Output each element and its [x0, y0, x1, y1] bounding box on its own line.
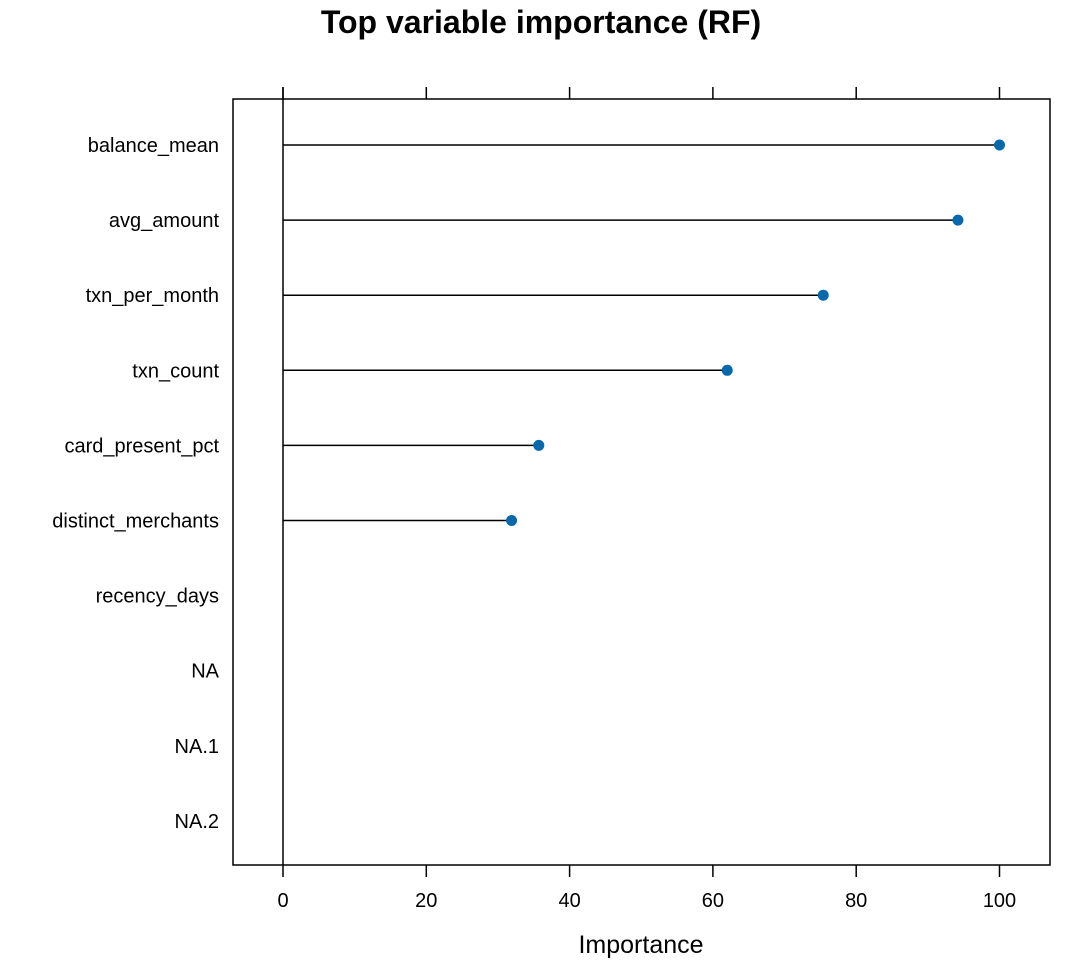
category-label: recency_days [96, 586, 219, 608]
top-axis-ticks [282, 87, 1001, 99]
importance-points [506, 139, 1005, 526]
x-tick-label: 80 [845, 890, 867, 912]
x-tick-labels: 0 20 40 60 80 100 [277, 890, 1016, 912]
category-label: avg_amount [109, 210, 220, 232]
plot-frame [232, 98, 1051, 866]
category-label: NA.1 [175, 736, 219, 758]
importance-point [994, 139, 1005, 151]
x-tick-label: 0 [277, 890, 288, 912]
x-tick-label: 100 [983, 890, 1016, 912]
category-label: balance_mean [88, 135, 219, 157]
category-label: distinct_merchants [52, 511, 219, 533]
category-label: NA.2 [175, 811, 219, 833]
importance-point [952, 214, 964, 226]
importance-segments [283, 144, 1000, 522]
x-axis-title: Importance [578, 931, 703, 959]
category-labels: balance_mean avg_amount txn_per_month txn_c… [52, 135, 219, 833]
x-tick-label: 40 [558, 890, 580, 912]
bottom-axis-ticks [282, 865, 1001, 877]
x-tick-label: 20 [415, 890, 437, 912]
category-label: txn_count [132, 360, 219, 382]
importance-point [506, 515, 518, 526]
category-label: txn_per_month [86, 285, 219, 307]
x-tick-label: 60 [702, 890, 724, 912]
category-label: card_present_pct [64, 435, 219, 457]
importance-point [721, 364, 733, 376]
chart-title: Top variable importance (RF) [321, 4, 761, 40]
importance-point [533, 439, 545, 451]
category-label: NA [191, 661, 219, 683]
importance-point [817, 289, 829, 301]
